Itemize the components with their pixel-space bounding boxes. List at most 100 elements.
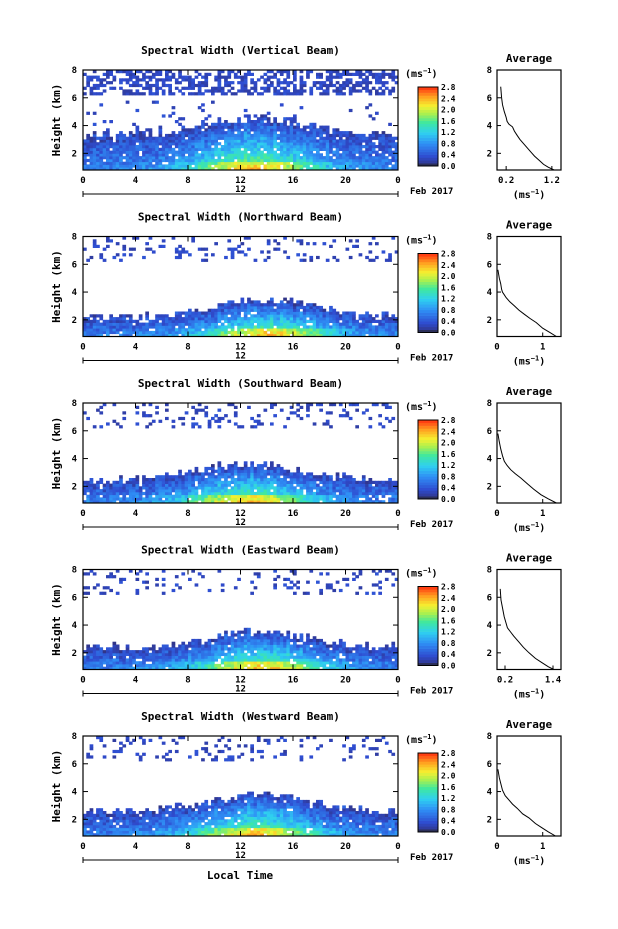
colorbar-tick-label: 2.0 — [441, 439, 456, 448]
heatmap-cell — [168, 150, 172, 154]
heatmap-cell — [243, 314, 248, 318]
heatmap-cell — [109, 328, 113, 332]
heatmap-cell — [142, 663, 146, 668]
heatmap-cell — [283, 583, 287, 587]
heatmap-cell — [227, 330, 232, 335]
heatmap-cell — [201, 655, 205, 659]
heatmap-cell — [178, 472, 182, 476]
heatmap-cell — [233, 139, 238, 143]
heatmap-cell — [388, 75, 392, 79]
heatmap-cell — [286, 489, 291, 493]
heatmap-cell — [165, 142, 169, 146]
heatmap-cell — [86, 666, 90, 670]
heatmap-cell — [243, 497, 248, 501]
heatmap-cell — [211, 666, 215, 670]
heatmap-cell — [201, 472, 205, 476]
heatmap-cell — [201, 122, 205, 126]
heatmap-cell — [115, 647, 120, 651]
heatmap-cell — [296, 483, 300, 487]
heatmap-cell — [217, 161, 222, 165]
heatmap-cell — [250, 325, 254, 329]
heatmap-cell — [247, 325, 251, 329]
heatmap-cell — [207, 161, 212, 165]
heatmap-cell — [102, 145, 107, 149]
heatmap-cell — [342, 408, 346, 412]
heatmap-cell — [276, 136, 281, 140]
heatmap-cell — [145, 497, 149, 501]
colorbar-bin — [418, 253, 438, 257]
colorbar-bin — [418, 109, 438, 113]
heatmap-cell — [233, 661, 238, 665]
heatmap-cell — [128, 491, 133, 496]
heatmap-cell — [358, 253, 363, 257]
heatmap-cell — [348, 311, 353, 315]
heatmap-cell — [89, 569, 94, 573]
heatmap-cell — [256, 572, 261, 576]
profile-x-tick-label: 1 — [540, 509, 545, 519]
heatmap-cell — [151, 491, 156, 496]
heatmap-cell — [165, 483, 169, 487]
heatmap-cell — [99, 136, 104, 140]
heatmap-cell — [256, 330, 261, 335]
heatmap-cell — [240, 86, 245, 90]
heatmap-cell — [224, 131, 228, 135]
heatmap-cell — [309, 478, 314, 482]
heatmap-cell — [322, 497, 327, 501]
heatmap-cell — [135, 156, 140, 160]
heatmap-cell — [266, 644, 271, 648]
heatmap-cell — [283, 161, 287, 165]
heatmap-cell — [197, 408, 202, 412]
heatmap-cell — [237, 497, 241, 501]
heatmap-cell — [270, 328, 274, 332]
heatmap-cell — [217, 633, 222, 637]
heatmap-cell — [115, 161, 120, 165]
heatmap-cell — [191, 81, 195, 85]
heatmap-cell — [237, 500, 241, 504]
heatmap-cell — [352, 403, 356, 407]
heatmap-cells — [83, 569, 399, 670]
heatmap-cell — [283, 125, 287, 129]
heatmap-cell — [188, 641, 192, 645]
heatmap-cell — [329, 158, 333, 163]
heatmap-cell — [296, 472, 300, 476]
heatmap-cell — [283, 236, 287, 240]
heatmap-cell — [224, 652, 228, 656]
heatmap-cell — [148, 652, 153, 656]
heatmap-cell — [266, 255, 271, 260]
heatmap-cell — [375, 72, 379, 76]
heatmap-cell — [302, 330, 307, 335]
heatmap-cell — [151, 652, 156, 656]
heatmap-cell — [197, 666, 202, 670]
heatmap-cell — [178, 250, 182, 254]
heatmap-cell — [181, 86, 186, 90]
heatmap-cell — [243, 491, 248, 496]
heatmap-cell — [89, 333, 94, 337]
heatmap-cell — [381, 145, 386, 149]
heatmap-cell — [289, 638, 294, 643]
heatmap-cell — [325, 491, 330, 496]
heatmap-cell — [316, 311, 320, 315]
heatmap-cell — [125, 486, 130, 490]
heatmap-cell — [106, 145, 110, 149]
heatmap-cell — [273, 133, 277, 138]
heatmap-cell — [329, 317, 333, 321]
heatmap-cell — [391, 150, 396, 154]
heatmap-cell — [138, 655, 143, 659]
colorbar-frame — [417, 253, 439, 333]
heatmap-cell — [394, 500, 399, 504]
heatmap-cell — [132, 92, 136, 96]
heatmap-cell — [201, 161, 205, 165]
heatmap-cell — [260, 652, 264, 656]
heatmap-cell — [128, 500, 133, 504]
heatmap-cell — [273, 239, 277, 243]
heatmap-cell — [106, 81, 110, 85]
heatmap-cell — [279, 480, 284, 484]
heatmap-cell — [309, 131, 314, 135]
heatmap-cell — [217, 416, 222, 421]
heatmap-cell — [306, 489, 310, 493]
heatmap-cell — [365, 500, 369, 504]
heatmap-cell — [201, 661, 205, 665]
heatmap-cell — [276, 663, 281, 668]
heatmap-cell — [165, 314, 169, 318]
heatmap-cell — [270, 303, 274, 307]
